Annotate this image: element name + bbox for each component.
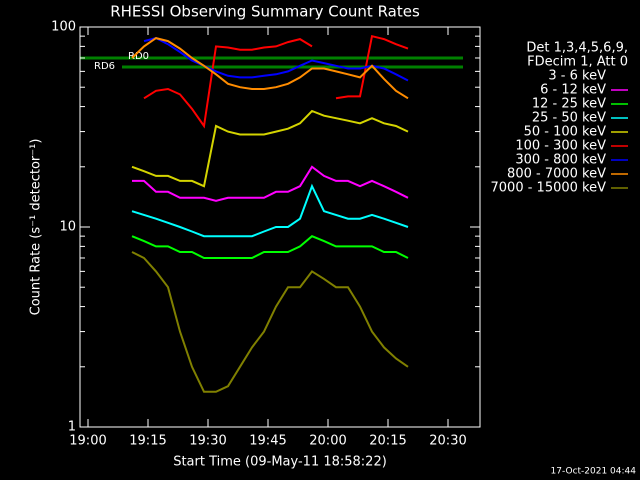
chart-title: RHESSI Observing Summary Count Rates <box>110 3 420 21</box>
legend-label: 25 - 50 keV <box>532 111 606 126</box>
legend-label: 7000 - 15000 keV <box>491 181 607 196</box>
x-tick-label: 19:45 <box>249 434 286 449</box>
legend-label: 100 - 300 keV <box>515 139 606 154</box>
x-tick-label: 20:00 <box>309 434 346 449</box>
y-axis-label: Count Rate (s⁻¹ detector⁻¹) <box>29 139 44 316</box>
x-tick-label: 20:30 <box>429 434 466 449</box>
legend-header: FDecim 1, Att 0 <box>527 55 628 70</box>
y-tick-label: 100 <box>51 20 76 35</box>
x-axis-label: Start Time (09-May-11 18:58:22) <box>173 455 387 470</box>
legend-label: 6 - 12 keV <box>540 83 606 98</box>
footer: 17-Oct-2021 04:44 <box>551 467 637 477</box>
series-line <box>131 109 409 188</box>
series-line <box>132 165 409 202</box>
legend-label: 3 - 6 keV <box>548 69 606 84</box>
y-tick-label: 10 <box>59 220 76 235</box>
annotation: RD0 <box>128 51 149 62</box>
series-line <box>131 37 409 100</box>
x-tick-label: 19:15 <box>129 434 166 449</box>
legend-label: 50 - 100 keV <box>524 125 607 140</box>
series-line <box>131 183 409 238</box>
legend-label: 12 - 25 keV <box>532 97 606 112</box>
series-line <box>131 235 409 259</box>
plot-frame <box>79 26 481 428</box>
x-tick-label: 19:00 <box>69 434 106 449</box>
legend-label: 300 - 800 keV <box>515 153 606 168</box>
x-tick-label: 20:15 <box>369 434 406 449</box>
legend-header: Det 1,3,4,5,6,9, <box>526 41 628 56</box>
series-line <box>131 251 409 393</box>
series-line <box>143 34 409 129</box>
x-tick-label: 19:30 <box>189 434 226 449</box>
legend-label: 800 - 7000 keV <box>507 167 606 182</box>
series-line <box>143 37 409 82</box>
y-tick-label: 1 <box>68 420 76 435</box>
annotation: RD6 <box>94 61 115 72</box>
